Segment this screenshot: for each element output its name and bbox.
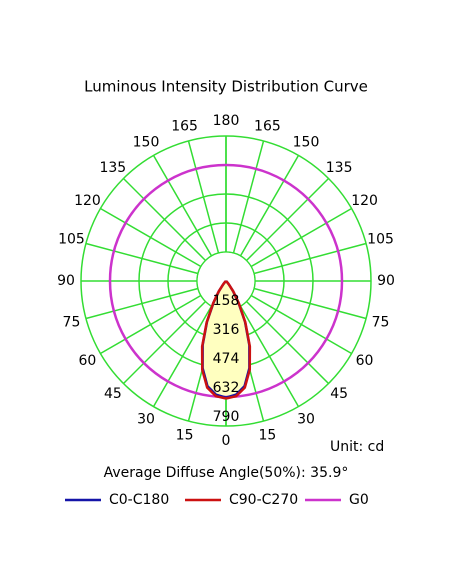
annotation: Average Diffuse Angle(50%): 35.9° [104, 465, 349, 481]
angle-label: 75 [63, 314, 81, 330]
angle-label: 15 [258, 428, 276, 444]
legend-label: G0 [349, 492, 369, 508]
angle-label: 60 [79, 353, 97, 369]
series-curve [108, 163, 227, 399]
r-tick-label: 632 [213, 380, 240, 396]
r-tick-label: 158 [213, 293, 240, 309]
lobe-fill [202, 281, 250, 399]
angle-label: 120 [74, 193, 101, 209]
series-curve [225, 163, 344, 399]
polar-plot: 0 15 15 30 30 45 45 60 60 75 75 90 90 105 105 120 120 135… [57, 113, 395, 449]
angle-label: 180 [213, 113, 240, 129]
angle-label: 45 [330, 386, 348, 402]
legend-label: C90-C270 [229, 492, 298, 508]
unit-label: Unit: cd [330, 439, 384, 455]
angle-label: 90 [377, 273, 395, 289]
angle-label: 90 [57, 273, 75, 289]
grid-spoke [100, 294, 202, 355]
angle-label: 30 [137, 412, 155, 428]
angle-label: 150 [133, 134, 160, 150]
angle-label: 120 [351, 193, 378, 209]
series-curve [225, 280, 252, 400]
grid-spoke [187, 140, 220, 254]
grid-spoke [250, 207, 352, 268]
angle-label: 105 [367, 232, 394, 248]
angle-label: 165 [254, 118, 281, 134]
chart-title: Luminous Intensity Distribution Curve [84, 78, 368, 96]
grid-spoke [152, 155, 213, 257]
legend: C0-C180 C90-C270 G0 [65, 492, 369, 508]
grid-spoke [152, 305, 213, 407]
angle-label: 150 [293, 134, 320, 150]
grid-spoke [245, 300, 330, 385]
grid-spoke [245, 177, 330, 262]
series-curve [200, 280, 227, 400]
r-tick-label: 316 [213, 322, 240, 338]
angle-label: 0 [222, 433, 231, 449]
angle-label: 60 [356, 353, 374, 369]
grid-spoke [253, 287, 367, 320]
grid-spoke [122, 300, 207, 385]
grid-spoke [122, 177, 207, 262]
angle-label: 45 [104, 386, 122, 402]
grid-spoke [253, 242, 367, 275]
legend-label: C0-C180 [109, 492, 169, 508]
angle-label: 135 [99, 160, 126, 176]
r-tick-label: 474 [213, 351, 240, 367]
grid-spoke [85, 242, 199, 275]
angle-label: 105 [58, 232, 85, 248]
grid-spoke [250, 294, 352, 355]
angle-label: 75 [372, 314, 390, 330]
grid-spoke [85, 287, 199, 320]
r-tick-label: 790 [213, 409, 240, 425]
grid-spoke [232, 140, 265, 254]
angle-label: 165 [171, 118, 198, 134]
grid-spoke [239, 305, 300, 407]
angle-label: 15 [176, 428, 194, 444]
angle-label: 135 [326, 160, 353, 176]
grid-spoke [239, 155, 300, 257]
grid-spoke [100, 207, 202, 268]
angle-label: 30 [297, 412, 315, 428]
